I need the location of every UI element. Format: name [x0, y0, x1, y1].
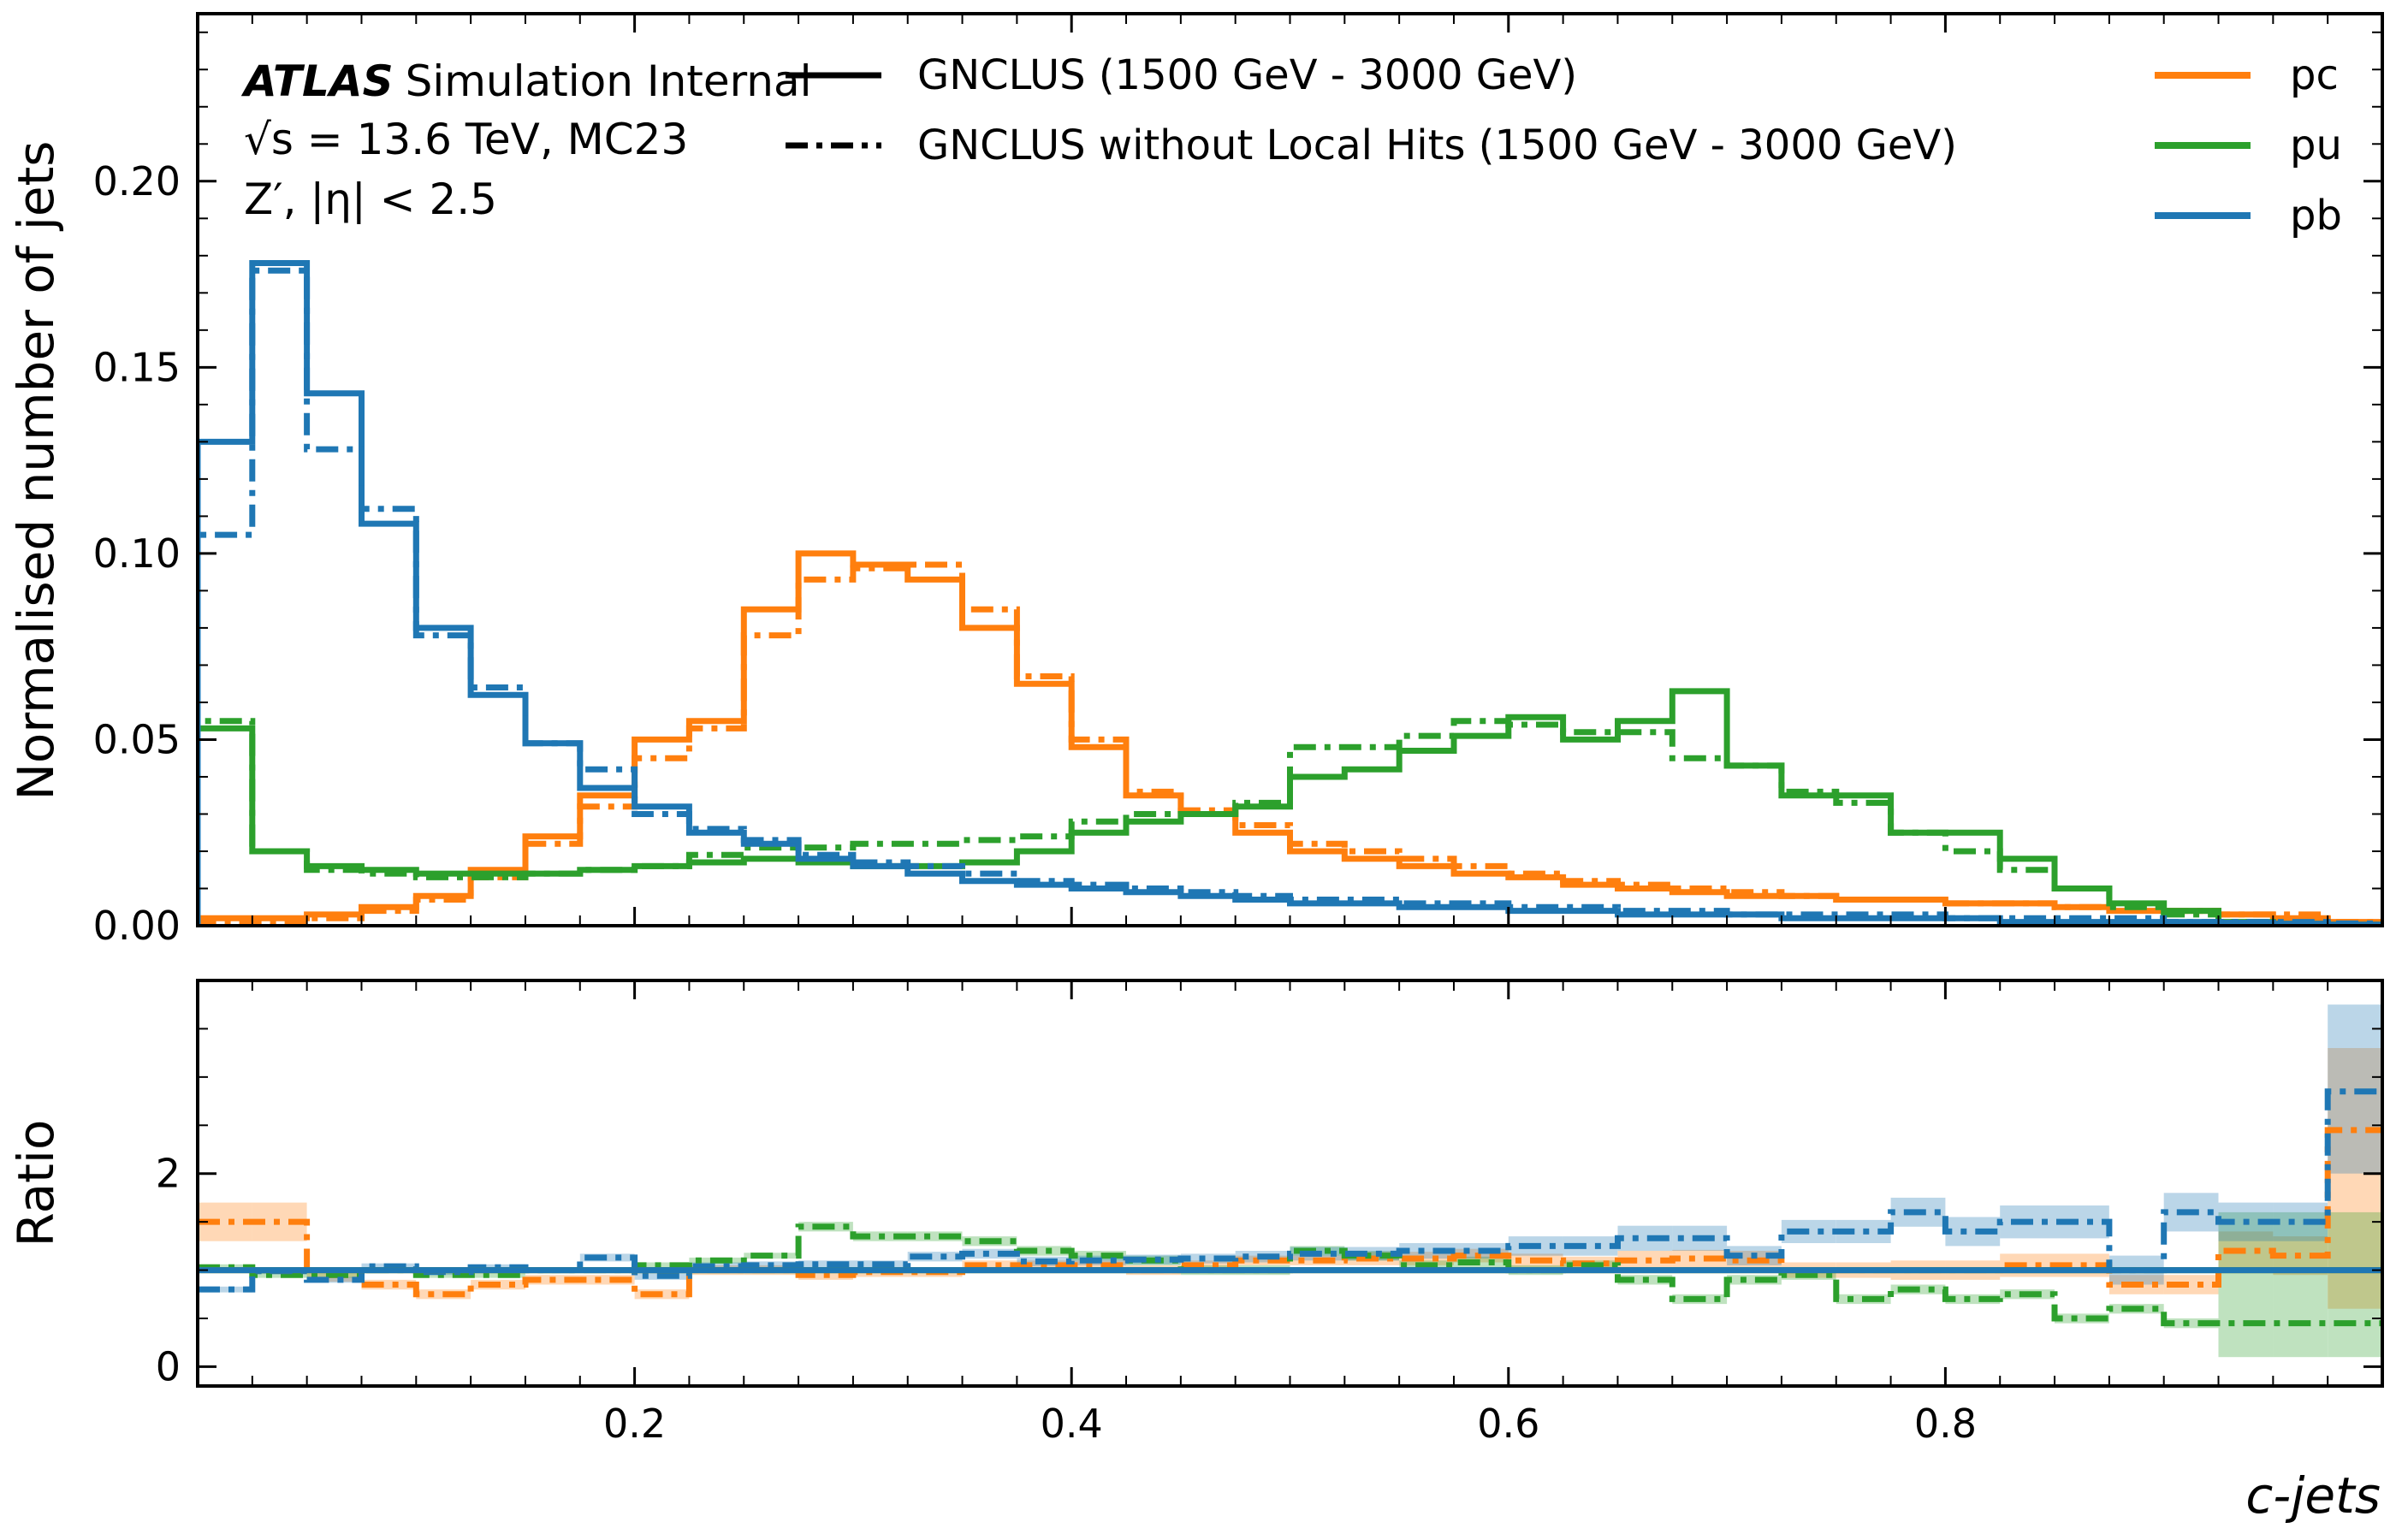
ratio-band-pu: [2163, 1318, 2219, 1329]
legend-dashdot-label: GNCLUS without Local Hits (1500 GeV - 30…: [917, 121, 1957, 169]
ratio-band-pb: [1180, 1253, 1236, 1264]
ratio-band-pc: [1672, 1249, 1728, 1268]
ratio-pu-line: [198, 1223, 2382, 1327]
style-legend: GNCLUS (1500 GeV - 3000 GeV) GNCLUS with…: [786, 51, 1957, 169]
ratio-band-pu: [2218, 1211, 2274, 1358]
ratio-series-group: [198, 1088, 2382, 1327]
ratio-band-pu: [2273, 1211, 2328, 1358]
ratio-band-pu: [2328, 1211, 2382, 1358]
ratio-band-pc: [1180, 1260, 1236, 1270]
y-axis-label-main: Normalised number of jets: [7, 140, 65, 800]
ratio-band-pc: [579, 1275, 635, 1285]
x-tick-label: 0.8: [1914, 1401, 1977, 1447]
ratio-band-pc: [1235, 1255, 1290, 1265]
selection-label: Z′, |η| < 2.5: [244, 175, 497, 224]
x-tick-label: 0.2: [603, 1401, 666, 1447]
y-tick-label: 0.20: [93, 158, 181, 204]
series-pu-dashdot-line: [198, 718, 2382, 926]
ratio-y-tick-label: 2: [156, 1151, 181, 1197]
legend-solid-label: GNCLUS (1500 GeV - 3000 GeV): [917, 51, 1577, 99]
ratio-band-pb: [798, 1260, 853, 1269]
x-tick-label: 0.6: [1477, 1401, 1539, 1447]
ratio-band-pc: [361, 1279, 417, 1290]
y-tick-label: 0.00: [93, 903, 181, 949]
legend-pb-label: pb: [2290, 192, 2342, 240]
legend-pc-label: pc: [2290, 51, 2339, 99]
ratio-band-pb: [306, 1276, 362, 1283]
ratio-band-pb: [962, 1248, 1017, 1259]
y-tick-label: 0.10: [93, 530, 181, 577]
atlas-brand: ATLAS: [240, 56, 394, 106]
ratio-band-pc: [1399, 1252, 1454, 1265]
ratio-band-pu: [1071, 1251, 1126, 1261]
energy-label: √s = 13.6 TeV, MC23: [244, 115, 688, 164]
ratio-band-pb: [1399, 1243, 1454, 1259]
y-tick-label: 0.05: [93, 716, 181, 762]
y-axis-label-ratio: Ratio: [7, 1120, 65, 1247]
ratio-band-pu: [1017, 1246, 1072, 1256]
series-pc-solid-line: [198, 550, 2382, 926]
atlas-label-block: ATLAS Simulation Internal √s = 13.6 TeV, …: [240, 56, 812, 224]
atlas-simulation-label: Simulation Internal: [406, 56, 812, 106]
x-tick-label: 0.4: [1041, 1401, 1103, 1447]
ratio-band-pu: [1727, 1275, 1782, 1285]
ratio-panel: 0 2 0.2 0.4 0.6 0.8: [156, 979, 2384, 1447]
ratio-band-pc: [1071, 1260, 1126, 1270]
ratio-band-pc: [1617, 1251, 1673, 1270]
ratio-band-pb: [907, 1252, 963, 1262]
main-plot-frame: [196, 12, 2384, 927]
series-pb-solid-line: [198, 260, 2382, 926]
color-legend: pc pu pb: [2155, 51, 2342, 240]
ratio-band-pu: [2055, 1313, 2109, 1324]
ratio-band-pb: [689, 1262, 744, 1270]
main-panel: 0.00 0.05 0.10 0.15 0.20: [93, 12, 2384, 949]
ratio-band-pc: [962, 1260, 1017, 1270]
ratio-band-pb: [198, 1286, 252, 1293]
ratio-band-pb: [1563, 1236, 1618, 1256]
y-tick-label: 0.15: [93, 344, 181, 390]
main-series-group: [198, 260, 2382, 926]
ratio-ticks-group: 0 2 0.2 0.4 0.6 0.8: [156, 980, 2382, 1447]
ratio-plot-frame: [196, 979, 2384, 1388]
series-pc-dashdot-line: [198, 561, 2382, 926]
legend-pu-label: pu: [2290, 121, 2342, 169]
ratio-band-pc: [2163, 1275, 2219, 1294]
ratio-band-pu: [252, 1271, 307, 1278]
ratio-band-pu: [1945, 1294, 2001, 1305]
ratio-bands-group: [198, 1004, 2382, 1358]
ratio-band-pb: [579, 1253, 635, 1262]
ratio-band-pu: [634, 1262, 690, 1269]
ratio-band-pu: [907, 1231, 963, 1241]
atlas-label-line: ATLAS Simulation Internal: [240, 56, 812, 106]
x-axis-label: c-jets: [2245, 1466, 2381, 1525]
ratio-pc-line: [198, 1127, 2382, 1298]
series-pb-dashdot-line: [198, 267, 2382, 926]
ratio-y-tick-label: 0: [156, 1343, 181, 1389]
